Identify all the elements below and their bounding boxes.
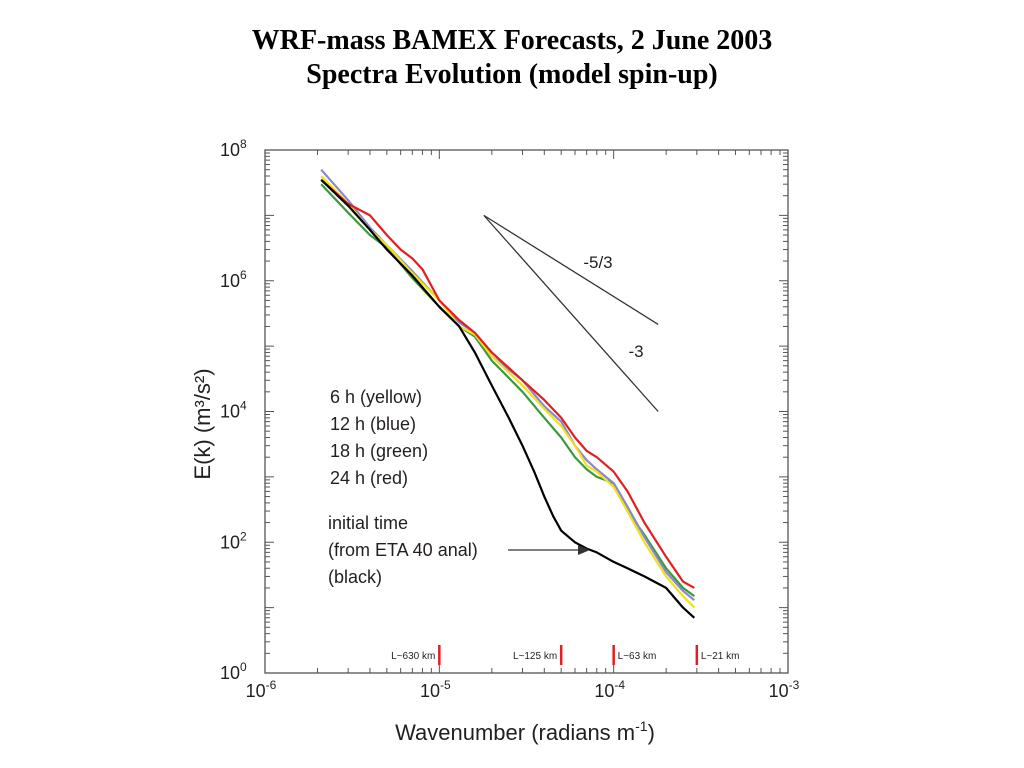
legend-initial-line: (from ETA 40 anal) bbox=[328, 540, 478, 560]
slope-reference-lines: -5/3 -3 bbox=[483, 214, 659, 412]
scale-marker-label: L~630 km bbox=[391, 651, 435, 662]
series-line bbox=[320, 168, 695, 602]
slide-title: WRF-mass BAMEX Forecasts, 2 June 2003 Sp… bbox=[0, 24, 1024, 92]
y-tick-label: 102 bbox=[220, 529, 247, 552]
legend-entry: 12 h (blue) bbox=[330, 414, 416, 434]
slope-label: -5/3 bbox=[583, 253, 612, 272]
axis-ticks bbox=[264, 150, 788, 674]
series-line bbox=[320, 179, 696, 619]
slope-line bbox=[483, 214, 659, 325]
x-tick-label: 10-5 bbox=[420, 678, 451, 701]
series-line bbox=[320, 178, 695, 589]
y-tick-label: 108 bbox=[220, 137, 247, 160]
slide-title-line1: WRF-mass BAMEX Forecasts, 2 June 2003 bbox=[251, 25, 773, 56]
scale-markers: L~630 km L~125 km L~63 km L~21 km bbox=[391, 645, 739, 665]
legend-entry: 24 h (red) bbox=[330, 468, 408, 488]
x-tick-label: 10-6 bbox=[246, 678, 277, 701]
legend-initial-line: initial time bbox=[328, 513, 408, 533]
plot-frame bbox=[264, 149, 789, 674]
slope-line bbox=[483, 214, 659, 412]
x-tick-label: 10-4 bbox=[594, 678, 625, 701]
slope-label: -3 bbox=[628, 342, 643, 361]
y-axis-label: E(k) (m³/s²) bbox=[190, 368, 215, 479]
x-tick-labels: 10-6 10-5 10-4 10-3 bbox=[246, 678, 800, 701]
x-axis-label: Wavenumber (radians m-1) bbox=[395, 718, 655, 745]
slide-title-line2: Spectra Evolution (model spin-up) bbox=[306, 59, 718, 90]
x-tick-label: 10-3 bbox=[769, 678, 800, 701]
scale-marker-label: L~21 km bbox=[701, 651, 740, 662]
y-tick-label: 104 bbox=[220, 399, 247, 422]
series-line bbox=[320, 175, 696, 609]
scale-marker-label: L~63 km bbox=[618, 651, 657, 662]
legend-arrowhead bbox=[578, 545, 590, 555]
legend: 6 h (yellow) 12 h (blue) 18 h (green) 24 h … bbox=[328, 387, 590, 587]
legend-initial-line: (black) bbox=[328, 567, 382, 587]
legend-entry: 6 h (yellow) bbox=[330, 387, 422, 407]
legend-entry: 18 h (green) bbox=[330, 441, 428, 461]
y-tick-label: 100 bbox=[220, 660, 247, 683]
y-tick-labels: 100 102 104 106 108 bbox=[220, 137, 247, 683]
y-tick-label: 106 bbox=[220, 268, 247, 291]
scale-marker-label: L~125 km bbox=[513, 651, 557, 662]
series-lines bbox=[320, 168, 696, 619]
